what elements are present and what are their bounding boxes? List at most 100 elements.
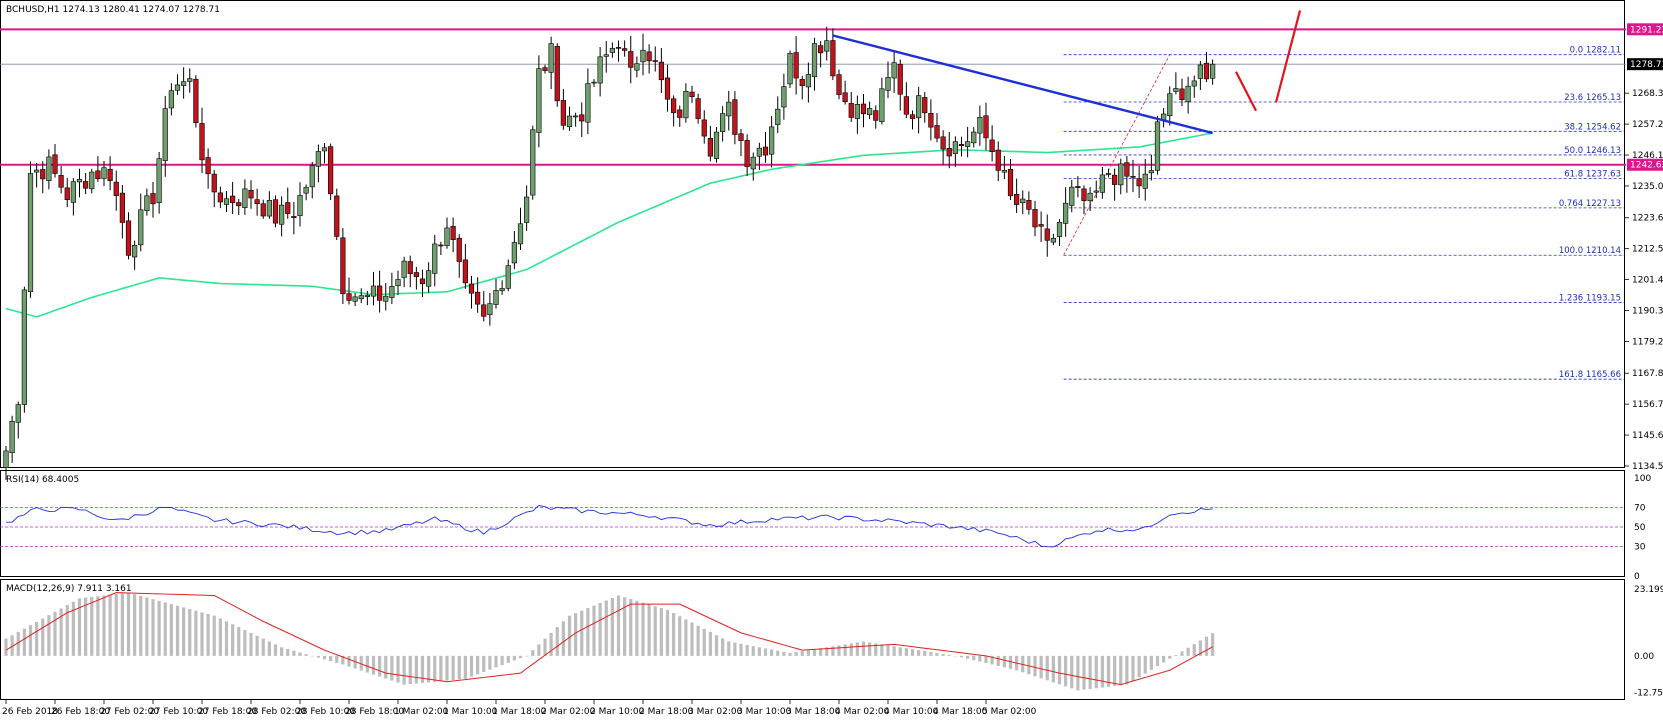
macd-histogram-bar xyxy=(77,598,82,656)
macd-histogram-bar xyxy=(825,647,829,656)
macd-histogram-bar xyxy=(959,655,964,658)
candle-bear xyxy=(732,99,738,135)
candle-bear xyxy=(211,173,217,193)
price-badge xyxy=(1627,23,1663,36)
candle-bear xyxy=(983,115,989,139)
macd-histogram-bar xyxy=(188,609,192,656)
macd-histogram-bar xyxy=(1057,655,1062,685)
fib-level-label: 50.0 1246.13 xyxy=(1564,146,1621,156)
candle-bull xyxy=(1105,173,1112,175)
candle-bull xyxy=(364,294,370,297)
candle-bear xyxy=(407,261,413,274)
candle-bull xyxy=(321,147,328,152)
time-tick-label: 27 Feb 02:00 xyxy=(100,707,159,717)
candle-bull xyxy=(824,40,830,52)
candle-bull xyxy=(34,169,40,173)
price-tick-label: 1190.30 xyxy=(1632,307,1663,317)
macd-histogram-bar xyxy=(200,612,204,656)
macd-histogram-bar xyxy=(65,605,69,656)
macd-histogram-bar xyxy=(1192,644,1196,656)
candle-bull xyxy=(775,108,781,125)
macd-histogram-bar xyxy=(868,642,872,656)
candle-bear xyxy=(272,199,279,224)
macd-histogram-bar xyxy=(335,655,339,663)
macd-histogram-bar xyxy=(739,643,743,656)
macd-histogram-bar xyxy=(586,608,590,656)
candle-bull xyxy=(27,173,34,292)
macd-histogram-bar xyxy=(543,638,547,656)
candle-bear xyxy=(119,192,125,223)
macd-histogram-bar xyxy=(1211,633,1215,656)
macd-histogram-bar xyxy=(329,655,333,662)
candle-bull xyxy=(132,245,138,258)
candle-bear xyxy=(58,175,64,188)
price-tick-label: 1235.00 xyxy=(1632,182,1663,192)
macd-histogram-bar xyxy=(1131,655,1135,681)
macd-histogram-bar xyxy=(451,655,455,681)
macd-histogram-bar xyxy=(659,608,663,656)
candle-bull xyxy=(867,108,873,115)
macd-histogram-bar xyxy=(384,655,388,679)
macd-histogram-bar xyxy=(549,632,553,656)
macd-panel-frame xyxy=(0,579,1625,700)
candle-bear xyxy=(615,47,622,49)
candle-bear xyxy=(1075,186,1081,188)
macd-histogram-bar xyxy=(1204,636,1209,656)
candle-bull xyxy=(370,285,377,297)
candle-bull xyxy=(916,95,922,119)
macd-histogram-bar xyxy=(237,627,241,656)
macd-histogram-bar xyxy=(482,655,486,672)
macd-histogram-bar xyxy=(776,650,780,656)
macd-histogram-bar xyxy=(898,647,902,656)
macd-histogram-bar xyxy=(390,655,394,681)
macd-tick-label: 0.00 xyxy=(1634,652,1654,662)
candle-bull xyxy=(15,404,21,423)
axes: 1268.30 1257.20 1246.10 1235.00 1223.60 1212.… xyxy=(2,23,1663,717)
time-tick-label: 26 Feb 18:00 xyxy=(51,707,110,717)
macd-histogram-bar xyxy=(341,655,345,665)
macd-histogram-bar xyxy=(212,615,216,656)
candle-bear xyxy=(1130,176,1136,178)
candle-bear xyxy=(260,203,266,217)
macd-histogram-bar xyxy=(4,638,8,656)
candle-bull xyxy=(162,108,168,161)
macd-histogram-bar xyxy=(494,655,498,668)
macd-histogram-bar xyxy=(727,641,731,656)
candle-bear xyxy=(799,79,805,87)
macd-histogram-bar xyxy=(929,652,933,656)
macd-histogram-bar xyxy=(917,650,921,656)
macd-histogram-bar xyxy=(261,638,265,656)
macd-histogram-bar xyxy=(169,604,173,656)
macd-histogram-bar xyxy=(457,655,461,680)
time-tick-label: 28 Feb 02:00 xyxy=(247,707,306,717)
candle-bear xyxy=(456,237,462,262)
price-tick-label: 1134.50 xyxy=(1632,462,1663,472)
macd-histogram-bar xyxy=(102,595,106,656)
macd-histogram-bar xyxy=(880,644,884,656)
candle-bear xyxy=(793,52,799,79)
candle-bull xyxy=(1050,237,1056,243)
candle-bull xyxy=(266,200,272,217)
candle-bull xyxy=(591,81,597,84)
candle-bull xyxy=(21,289,27,405)
candle-bear xyxy=(1007,168,1014,197)
candle-bull xyxy=(640,49,646,63)
macd-histogram-bar xyxy=(647,604,651,656)
candle-bull xyxy=(854,104,860,119)
macd-histogram-bar xyxy=(359,655,363,671)
candle-bull xyxy=(965,141,971,147)
macd-histogram-bar xyxy=(996,655,1000,666)
candle-bear xyxy=(254,199,260,204)
macd-histogram-bar xyxy=(224,621,229,656)
candle-bull xyxy=(1087,192,1093,201)
candle-bear xyxy=(652,60,658,62)
macd-histogram-bar xyxy=(861,641,866,656)
time-tick-label: 1 Mar 10:00 xyxy=(443,707,498,717)
candle-bear xyxy=(125,220,132,256)
candle-bear xyxy=(1014,193,1020,205)
macd-histogram-bar xyxy=(488,655,492,670)
macd-histogram-bar xyxy=(947,654,951,656)
macd-histogram-bar xyxy=(843,644,847,656)
macd-histogram-bar xyxy=(133,594,137,656)
